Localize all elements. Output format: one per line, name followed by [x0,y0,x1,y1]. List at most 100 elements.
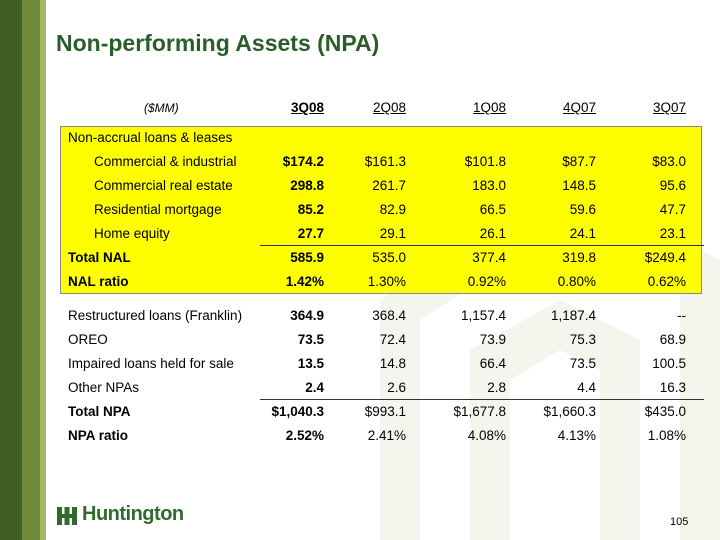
section-label: Non-accrual loans & leases [68,130,233,145]
table-row: Commercial real estate 298.8 261.7 183.0… [60,174,704,198]
nal-ratio-row: NAL ratio 1.42% 1.30% 0.92% 0.80% 0.62% [60,270,704,294]
cell-value: 364.9 [290,308,324,323]
row-label: Commercial & industrial [94,154,237,169]
cell-value: 368.4 [372,308,406,323]
cell-value: $1,677.8 [453,404,506,419]
cell-value: $87.7 [562,154,596,169]
table-row: Restructured loans (Franklin) 364.9 368.… [60,304,704,328]
cell-value: 66.4 [479,356,506,371]
total-nal-row: Total NAL 585.9 535.0 377.4 319.8 $249.4 [60,246,704,270]
cell-value: 59.6 [569,202,596,217]
cell-value: 73.5 [297,332,324,347]
subtotal-rule [260,399,704,400]
cell-value: 82.9 [379,202,406,217]
col-header: 3Q08 [290,100,324,115]
cell-value: 85.2 [297,202,324,217]
cell-value: 2.41% [367,428,406,443]
subtotal-rule [260,245,704,246]
col-header: 1Q08 [472,100,506,115]
cell-value: 47.7 [659,202,686,217]
cell-value: $101.8 [464,154,506,169]
left-decorative-band-light [40,0,46,540]
cell-value: 0.80% [557,274,596,289]
logo-text: Huntington [82,503,184,525]
cell-value: 535.0 [372,250,406,265]
cell-value: 27.7 [297,226,324,241]
cell-value: $174.2 [282,154,324,169]
cell-value: 183.0 [472,178,506,193]
cell-value: $249.4 [644,250,686,265]
left-decorative-band-mid [22,0,40,540]
page-title: Non-performing Assets (NPA) [56,30,380,56]
page-number: 105 [670,516,689,528]
cell-value: 2.52% [285,428,324,443]
cell-value: 1,187.4 [550,308,596,323]
row-label: Total NPA [68,404,131,419]
cell-value: 319.8 [562,250,596,265]
cell-value: 1.08% [647,428,686,443]
cell-value: 2.6 [387,380,406,395]
table-row: Other NPAs 2.4 2.6 2.8 4.4 16.3 [60,376,704,400]
cell-value: 0.62% [647,274,686,289]
cell-value: 1.42% [285,274,324,289]
cell-value: 72.4 [379,332,406,347]
cell-value: 4.4 [577,380,596,395]
cell-value: 148.5 [562,178,596,193]
cell-value: 100.5 [652,356,686,371]
cell-value: 298.8 [290,178,324,193]
units-label: ($MM) [144,101,179,115]
table-row: Home equity 27.7 29.1 26.1 24.1 23.1 [60,222,704,246]
huntington-logo-icon [57,507,77,525]
cell-value: $435.0 [644,404,686,419]
row-label: Restructured loans (Franklin) [68,308,243,323]
table-row: Commercial & industrial $174.2 $161.3 $1… [60,150,704,174]
table-row: Residential mortgage 85.2 82.9 66.5 59.6… [60,198,704,222]
cell-value: $83.0 [652,154,686,169]
cell-value: 13.5 [297,356,324,371]
row-label: NPA ratio [68,428,129,443]
cell-value: 377.4 [472,250,506,265]
npa-ratio-row: NPA ratio 2.52% 2.41% 4.08% 4.13% 1.08% [60,424,704,448]
cell-value: $161.3 [364,154,406,169]
cell-value: 585.9 [290,250,324,265]
col-header: 4Q07 [562,100,596,115]
cell-value: 1.30% [367,274,406,289]
cell-value: 14.8 [379,356,406,371]
row-label: Residential mortgage [94,202,222,217]
cell-value: -- [677,308,686,323]
cell-value: $1,040.3 [271,404,324,419]
row-label: OREO [68,332,108,347]
cell-value: 1,157.4 [460,308,506,323]
cell-value: 75.3 [569,332,596,347]
cell-value: 16.3 [659,380,686,395]
row-label: Commercial real estate [94,178,233,193]
cell-value: 0.92% [467,274,506,289]
cell-value: 29.1 [379,226,406,241]
table-row: OREO 73.5 72.4 73.9 75.3 68.9 [60,328,704,352]
cell-value: 73.5 [569,356,596,371]
left-decorative-band [0,0,22,540]
row-label: NAL ratio [68,274,129,289]
cell-value: $993.1 [364,404,406,419]
cell-value: 2.4 [305,380,324,395]
section-row: Non-accrual loans & leases [60,126,704,150]
cell-value: 24.1 [569,226,596,241]
table-row: Impaired loans held for sale 13.5 14.8 6… [60,352,704,376]
col-header: 2Q08 [372,100,406,115]
cell-value: 4.08% [467,428,506,443]
cell-value: 66.5 [479,202,506,217]
row-label: Total NAL [68,250,131,265]
row-label: Other NPAs [68,380,140,395]
cell-value: $1,660.3 [543,404,596,419]
cell-value: 4.13% [557,428,596,443]
row-label: Home equity [94,226,170,241]
cell-value: 261.7 [372,178,406,193]
table-header-row: ($MM) 3Q08 2Q08 1Q08 4Q07 3Q07 [60,96,704,120]
cell-value: 26.1 [479,226,506,241]
cell-value: 23.1 [659,226,686,241]
nal-highlight-box [60,126,702,294]
col-header: 3Q07 [652,100,686,115]
cell-value: 68.9 [659,332,686,347]
cell-value: 2.8 [487,380,506,395]
total-npa-row: Total NPA $1,040.3 $993.1 $1,677.8 $1,66… [60,400,704,424]
